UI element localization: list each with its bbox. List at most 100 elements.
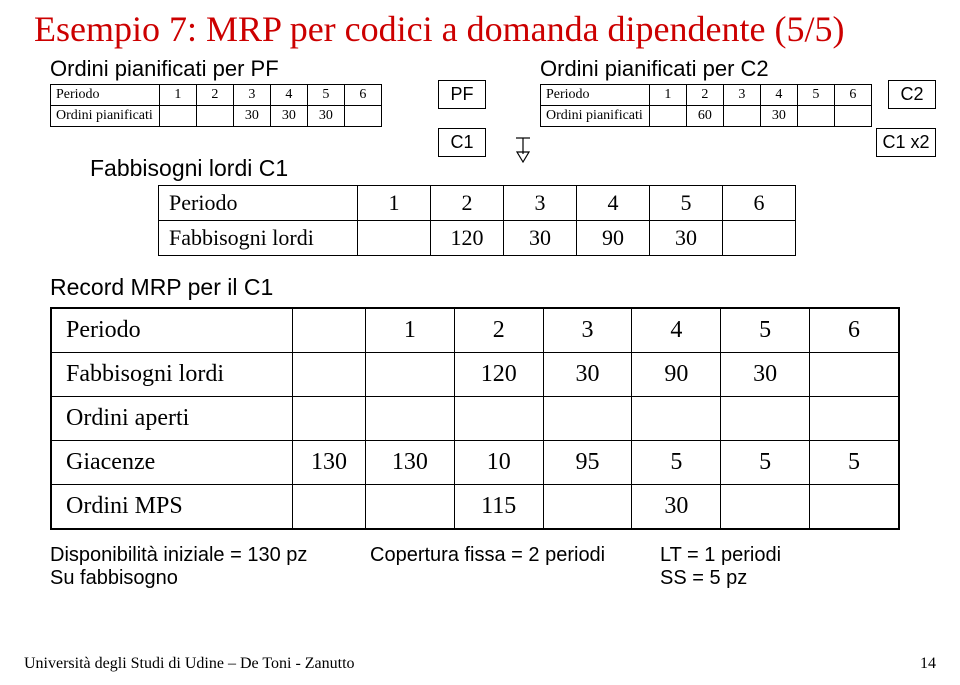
cell xyxy=(358,221,431,256)
cell: 30 xyxy=(543,353,632,397)
cell xyxy=(454,397,543,441)
table-row: Ordini pianificati 60 30 xyxy=(541,106,872,127)
box-label-pf: PF xyxy=(438,80,486,109)
record-title: Record MRP per il C1 xyxy=(50,274,910,301)
cell: 1 xyxy=(366,308,455,353)
table-row: Ordini MPS 115 30 xyxy=(51,485,899,530)
cell xyxy=(810,397,899,441)
table-row: Ordini aperti xyxy=(51,397,899,441)
cell: 4 xyxy=(632,308,721,353)
note-copertura: Copertura fissa = 2 periodi xyxy=(370,544,660,567)
cell: 3 xyxy=(543,308,632,353)
cell xyxy=(797,106,834,127)
cell xyxy=(721,397,810,441)
cell: 30 xyxy=(650,221,723,256)
cell: 2 xyxy=(196,85,233,106)
cell: 120 xyxy=(454,353,543,397)
table-row: Periodo 1 2 3 4 5 6 xyxy=(51,308,899,353)
table-row: Giacenze 130 130 10 95 5 5 5 xyxy=(51,441,899,485)
footer-notes: Disponibilità iniziale = 130 pz Su fabbi… xyxy=(50,544,910,590)
left-small-table: Periodo 1 2 3 4 5 6 Ordini pianificati 3… xyxy=(50,84,382,127)
cell: 6 xyxy=(723,186,796,221)
cell xyxy=(293,397,366,441)
cell-label: Ordini MPS xyxy=(51,485,293,530)
cell: 6 xyxy=(810,308,899,353)
cell-label: Ordini aperti xyxy=(51,397,293,441)
right-block-header: Ordini pianificati per C2 xyxy=(540,56,910,82)
fabbisogni-table: Periodo 1 2 3 4 5 6 Fabbisogni lordi 120… xyxy=(158,185,796,256)
cell xyxy=(196,106,233,127)
cell: 5 xyxy=(650,186,723,221)
cell xyxy=(721,485,810,530)
note-lt: LT = 1 periodi xyxy=(660,544,860,567)
cell xyxy=(366,397,455,441)
cell: 6 xyxy=(834,85,871,106)
table-row: Fabbisogni lordi 120 30 90 30 xyxy=(159,221,796,256)
cell xyxy=(834,106,871,127)
table-row: Periodo 1 2 3 4 5 6 xyxy=(159,186,796,221)
cell: 1 xyxy=(159,85,196,106)
cell: 5 xyxy=(810,441,899,485)
box-label-c1x2: C1 x2 xyxy=(876,128,936,157)
cell: 3 xyxy=(723,85,760,106)
cell: 3 xyxy=(504,186,577,221)
note-sufabbisogno: Su fabbisogno xyxy=(50,567,370,590)
cell: 130 xyxy=(293,441,366,485)
arrow-down-icon xyxy=(512,136,534,166)
cell xyxy=(293,485,366,530)
cell: 5 xyxy=(797,85,834,106)
cell xyxy=(366,353,455,397)
cell: 5 xyxy=(721,441,810,485)
cell: 30 xyxy=(270,106,307,127)
cell xyxy=(810,485,899,530)
box-label-c2: C2 xyxy=(888,80,936,109)
note-ss: SS = 5 pz xyxy=(660,567,860,590)
cell xyxy=(293,353,366,397)
mrp-record-table: Periodo 1 2 3 4 5 6 Fabbisogni lordi 120… xyxy=(50,307,900,530)
cell xyxy=(344,106,381,127)
cell: 115 xyxy=(454,485,543,530)
cell: 30 xyxy=(504,221,577,256)
cell: 4 xyxy=(577,186,650,221)
cell: 30 xyxy=(307,106,344,127)
cell: 3 xyxy=(233,85,270,106)
cell xyxy=(723,221,796,256)
cell-label: Giacenze xyxy=(51,441,293,485)
cell xyxy=(632,397,721,441)
table-row: Periodo 1 2 3 4 5 6 xyxy=(51,85,382,106)
cell xyxy=(543,397,632,441)
cell-label: Periodo xyxy=(51,308,293,353)
cell xyxy=(366,485,455,530)
cell-label: Periodo xyxy=(541,85,650,106)
cell: 2 xyxy=(686,85,723,106)
cell-label: Ordini pianificati xyxy=(51,106,160,127)
cell: 4 xyxy=(760,85,797,106)
table-row: Periodo 1 2 3 4 5 6 xyxy=(541,85,872,106)
cell: 5 xyxy=(632,441,721,485)
cell: 2 xyxy=(431,186,504,221)
cell xyxy=(293,308,366,353)
right-small-table: Periodo 1 2 3 4 5 6 Ordini pianificati 6… xyxy=(540,84,872,127)
cell-label: Fabbisogni lordi xyxy=(159,221,358,256)
cell: 90 xyxy=(577,221,650,256)
cell: 120 xyxy=(431,221,504,256)
cell: 1 xyxy=(649,85,686,106)
table-row: Ordini pianificati 30 30 30 xyxy=(51,106,382,127)
cell-label: Periodo xyxy=(51,85,160,106)
cell: 10 xyxy=(454,441,543,485)
cell: 2 xyxy=(454,308,543,353)
cell xyxy=(159,106,196,127)
cell: 4 xyxy=(270,85,307,106)
cell: 30 xyxy=(233,106,270,127)
left-block-header: Ordini pianificati per PF xyxy=(50,56,420,82)
cell: 60 xyxy=(686,106,723,127)
cell-label: Ordini pianificati xyxy=(541,106,650,127)
note-disponibilita: Disponibilità iniziale = 130 pz xyxy=(50,544,370,567)
table-row: Fabbisogni lordi 120 30 90 30 xyxy=(51,353,899,397)
cell: 90 xyxy=(632,353,721,397)
footer-page-number: 14 xyxy=(920,655,936,673)
cell: 6 xyxy=(344,85,381,106)
cell-label: Fabbisogni lordi xyxy=(51,353,293,397)
cell: 5 xyxy=(721,308,810,353)
cell: 1 xyxy=(358,186,431,221)
